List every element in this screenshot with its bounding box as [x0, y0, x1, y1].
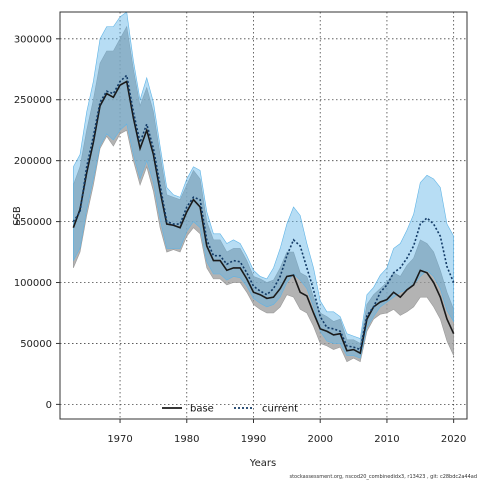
legend-label-base: base [190, 404, 214, 415]
y-axis-ticks: 0 50000 100000 150000 200000 250000 300000 [14, 34, 60, 411]
y-tick-label: 100000 [14, 278, 52, 289]
x-tick-label: 2000 [307, 434, 332, 445]
legend: base current [162, 404, 298, 415]
y-tick-label: 50000 [20, 339, 52, 350]
confidence-bands [73, 11, 454, 363]
y-tick-label: 250000 [14, 95, 52, 106]
line-current [72, 73, 455, 351]
x-tick-label: 1990 [241, 434, 266, 445]
plot-frame [59, 11, 468, 420]
legend-label-current: current [262, 404, 298, 415]
x-tick-label: 2020 [441, 434, 466, 445]
line-base [72, 80, 455, 355]
band-current [73, 11, 454, 359]
y-axis-title: SSB [12, 206, 23, 226]
y-tick-label: 150000 [14, 217, 52, 228]
y-tick-label: 300000 [14, 34, 52, 45]
x-tick-label: 1970 [107, 434, 132, 445]
y-tick-label: 200000 [14, 156, 52, 167]
x-tick-label: 1980 [174, 434, 199, 445]
x-axis-title: Years [249, 458, 276, 469]
x-tick-label: 2010 [374, 434, 399, 445]
y-tick-label: 0 [46, 400, 52, 411]
footnote: stockassessment.org, nscod20_combinedidx… [289, 474, 477, 480]
series-lines [72, 73, 455, 355]
x-axis-ticks: 1970 1980 1990 2000 2010 2020 [107, 419, 466, 445]
band-base [73, 25, 454, 363]
